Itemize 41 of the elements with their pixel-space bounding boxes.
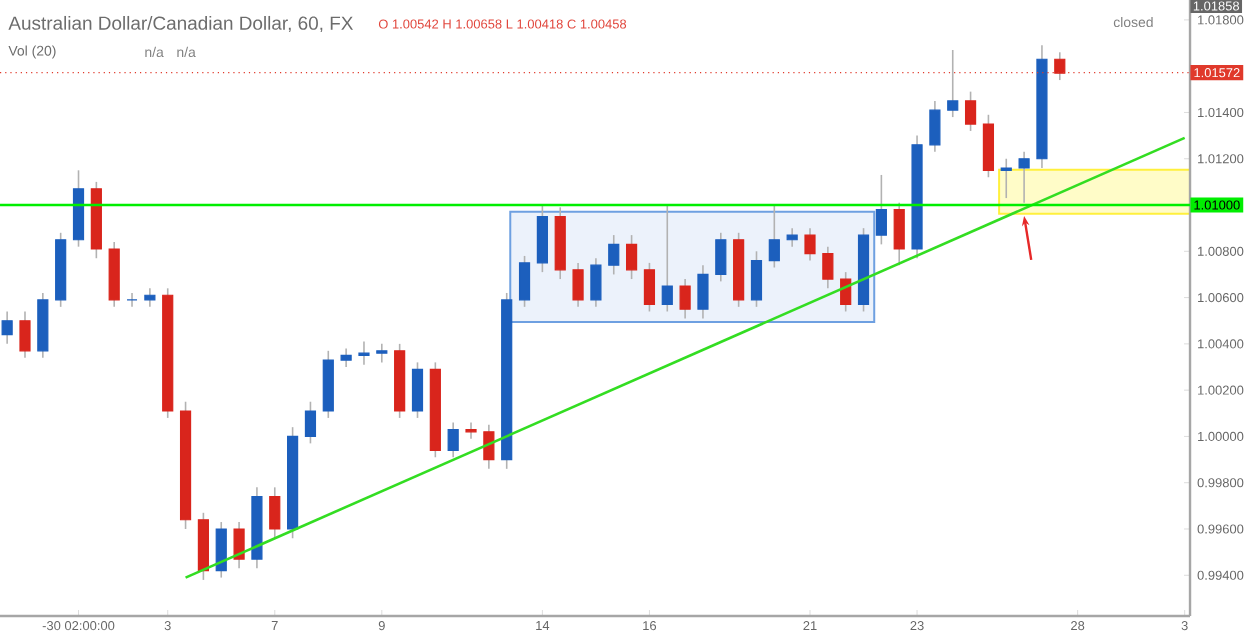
candlestick — [590, 257, 602, 308]
candlestick — [982, 113, 995, 179]
candlestick — [893, 201, 905, 266]
candlestick — [19, 310, 31, 359]
candlestick — [304, 400, 317, 445]
candlestick — [518, 255, 531, 308]
candlestick — [126, 292, 138, 308]
candlestick — [411, 361, 424, 419]
candlestick — [376, 343, 388, 364]
candlestick — [786, 227, 798, 248]
candlestick — [822, 245, 834, 290]
candlestick — [358, 340, 370, 366]
candlestick — [269, 486, 281, 540]
candlestick — [643, 262, 656, 313]
candlestick — [964, 90, 977, 132]
candlestick — [626, 234, 638, 280]
candlestick — [608, 234, 620, 276]
text: Australian Dollar/Canadian Dollar, 60, FX — [8, 15, 354, 33]
candlestick — [679, 278, 691, 320]
candlestick — [465, 421, 477, 440]
candlestick — [947, 49, 959, 118]
candlestick — [340, 347, 352, 368]
candlestick — [804, 227, 816, 262]
candlestick — [697, 264, 709, 320]
candlestick — [483, 424, 495, 470]
candlestick — [1, 310, 13, 345]
candlestick — [215, 521, 227, 579]
candlestick — [1000, 157, 1012, 199]
candlestick — [572, 262, 584, 308]
candlestick — [233, 521, 245, 570]
candlestick — [929, 100, 941, 153]
candlestick — [768, 204, 780, 269]
candlestick — [144, 287, 156, 308]
candlestick — [875, 174, 887, 246]
candlestick — [1054, 51, 1066, 81]
candlestick — [447, 421, 459, 459]
candlestick — [661, 204, 673, 313]
candlestick — [750, 250, 763, 308]
candlestick — [715, 231, 727, 283]
candlestick — [1018, 151, 1030, 204]
candlestick — [536, 204, 548, 273]
